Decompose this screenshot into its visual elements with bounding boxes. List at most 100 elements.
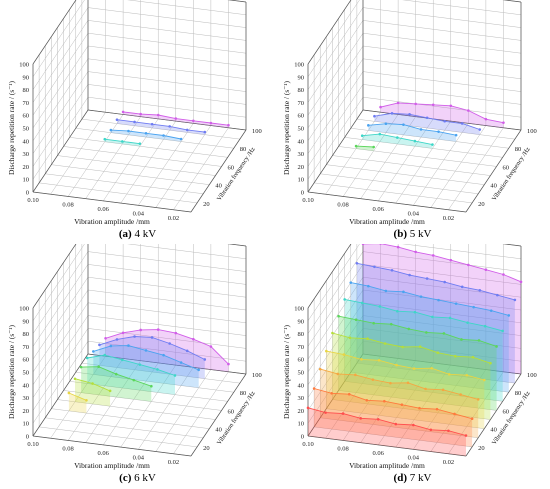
box-edge: [227, 244, 247, 247]
data-point: [109, 128, 113, 132]
side-wall-grid-line: [32, 277, 89, 360]
floor-grid-line: [430, 125, 487, 208]
floor-grid-line: [45, 417, 204, 439]
data-point: [367, 124, 370, 127]
data-point: [418, 345, 422, 348]
back-wall-grid-line: [228, 0, 247, 3]
floor-grid-line: [332, 155, 491, 176]
floor-grid-line: [350, 371, 509, 393]
y-axis-title: Vibration frequency /Hz: [491, 146, 532, 202]
box-edge: [307, 435, 467, 457]
data-point: [501, 329, 504, 333]
data-point: [115, 338, 119, 341]
data-point: [227, 123, 230, 127]
z-tick-label: 50: [23, 126, 30, 133]
data-point: [394, 422, 398, 426]
caption-voltage: 4 kV: [134, 228, 157, 240]
caption-letter: (a): [118, 228, 132, 240]
box-edge: [307, 109, 364, 193]
caption-letter: (b): [393, 228, 407, 240]
floor-grid-line: [413, 123, 469, 206]
data-point: [467, 109, 470, 112]
side-wall-grid-line: [32, 302, 89, 385]
side-wall-grid-line: [307, 84, 364, 167]
x-tick-label: 0.02: [168, 459, 179, 466]
back-wall-grid-line: [87, 251, 247, 272]
data-point: [150, 336, 154, 339]
data-point: [436, 351, 440, 355]
data-point: [121, 358, 124, 362]
data-point: [337, 314, 340, 318]
z-axis-title: Discharge repetition rate / (s⁻¹): [282, 81, 291, 175]
data-point: [168, 125, 171, 128]
z-tick-label: 80: [298, 87, 305, 94]
side-wall-grid-line: [32, 20, 89, 103]
x-tick-label: 0.08: [337, 201, 348, 208]
box-edge: [307, 191, 467, 213]
data-point: [396, 101, 400, 105]
box-edge: [362, 353, 522, 375]
box-edge: [87, 109, 247, 131]
x-tick-label: 0.06: [373, 206, 385, 213]
data-point: [132, 378, 136, 382]
series-50hz: [331, 331, 492, 420]
floor-grid-line: [395, 120, 451, 204]
z-tick-label: 30: [23, 151, 30, 158]
floor-grid-line: [120, 120, 176, 204]
z-tick-label: 30: [298, 151, 305, 158]
series-line: [356, 145, 374, 148]
data-point: [425, 277, 429, 280]
y-tick-label: 100: [252, 372, 262, 379]
data-point: [192, 119, 195, 123]
floor-grid-line: [67, 114, 124, 197]
series-100hz: [379, 101, 505, 128]
data-point: [448, 316, 452, 320]
y-tick-label: 40: [215, 427, 222, 434]
floor-grid-line: [338, 146, 497, 167]
data-point: [85, 399, 88, 402]
z-tick-label: 20: [23, 408, 30, 415]
data-point: [312, 387, 316, 390]
series-10hz: [306, 406, 468, 456]
data-point: [507, 314, 511, 317]
z-tick-label: 90: [298, 74, 305, 81]
data-point: [121, 140, 124, 143]
back-wall-grid-line: [362, 315, 522, 336]
data-point: [365, 398, 369, 402]
series-line: [363, 244, 522, 283]
floor-grid-line: [356, 118, 515, 140]
floor-grid-line: [138, 367, 194, 450]
series-80hz: [349, 281, 511, 393]
back-wall-grid-line: [402, 0, 522, 16]
z-axis-title: Discharge repetition rate / (s⁻¹): [7, 81, 16, 175]
data-point: [197, 368, 200, 372]
data-point: [389, 322, 393, 326]
series-70hz: [343, 298, 504, 402]
y-tick-label: 80: [515, 146, 522, 153]
data-point: [109, 344, 113, 348]
floor-grid-line: [57, 155, 216, 176]
z-tick-label: 70: [23, 100, 30, 107]
data-point: [460, 122, 464, 125]
x-tick-label: 0.10: [27, 441, 38, 448]
back-wall-grid-line: [228, 244, 247, 247]
chart-6kv: 0 10 20 30 40 50 60 70 80 90 100 0.10 0.08 0.06 0.04 0.…: [7, 244, 262, 470]
floor-grid-line: [378, 118, 434, 202]
data-point: [360, 134, 364, 138]
side-wall-grid-line: [32, 264, 89, 347]
data-point: [390, 268, 394, 272]
data-point: [115, 118, 119, 122]
y-tick-label: 20: [478, 201, 485, 208]
data-point: [431, 103, 435, 107]
series-area: [99, 336, 205, 379]
data-point: [502, 121, 505, 124]
data-point: [464, 434, 468, 437]
x-tick-label: 0.02: [443, 459, 454, 466]
x-tick-label: 0.04: [133, 210, 145, 217]
z-tick-label: 0: [26, 190, 29, 197]
data-point: [478, 289, 482, 292]
z-tick-label: 50: [23, 370, 30, 377]
data-point: [306, 406, 310, 410]
box-edge: [32, 435, 192, 457]
data-point: [318, 367, 322, 371]
